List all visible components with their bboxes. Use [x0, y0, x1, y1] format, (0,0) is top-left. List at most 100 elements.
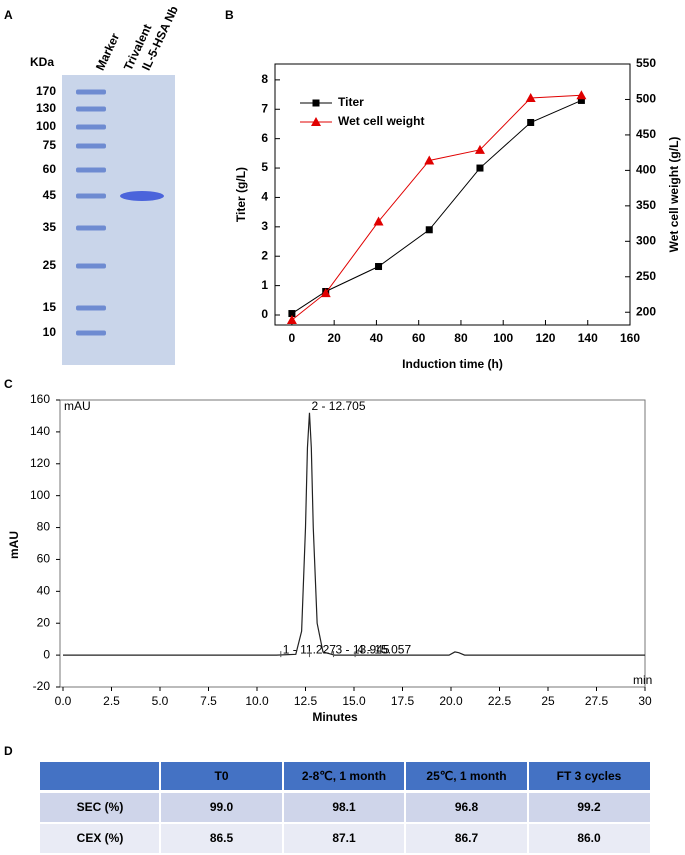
- x-tick-label: 40: [370, 331, 384, 345]
- table-cell: 86.7: [455, 831, 479, 845]
- series-line: [291, 94, 582, 321]
- x-tick-label: 12.5: [294, 694, 318, 708]
- marker-band: [76, 143, 106, 149]
- x-tick-label: 20: [327, 331, 341, 345]
- y-tick-label: 40: [37, 584, 51, 598]
- y-tick-label: 7: [261, 101, 268, 115]
- y2-tick-label: 400: [636, 163, 656, 177]
- plot-frame: [274, 63, 631, 326]
- x-tick-label: 120: [535, 331, 555, 345]
- point: [527, 118, 535, 126]
- marker-label: 130: [36, 101, 56, 115]
- peak-annotation: 3 - 13.945: [336, 642, 390, 656]
- x-tick-label: 7.5: [200, 694, 217, 708]
- x-tick-label: 140: [578, 331, 598, 345]
- x-tick-label: 22.5: [488, 694, 512, 708]
- y2-tick-label: 500: [636, 92, 656, 106]
- inner-unit: mAU: [64, 399, 91, 413]
- point: [286, 315, 297, 325]
- marker-band: [76, 89, 106, 95]
- y-tick-label: 2: [261, 248, 268, 262]
- marker-label: 100: [36, 119, 56, 133]
- marker-label: 35: [43, 220, 57, 234]
- chromatogram-line: [63, 412, 645, 656]
- marker-label: 15: [43, 300, 57, 314]
- y-tick-label: 0: [43, 647, 50, 661]
- marker-label: 60: [43, 162, 57, 176]
- inner-unit: min: [633, 673, 652, 687]
- y2-tick-label: 350: [636, 198, 656, 212]
- x-tick-label: 10.0: [245, 694, 269, 708]
- y-tick-label: 4: [261, 190, 268, 204]
- peak-annotation: 1 - 11.227: [283, 642, 336, 656]
- y2-tick-label: 550: [636, 56, 656, 70]
- x-tick-label: 100: [493, 331, 513, 345]
- x-tick-label: 80: [454, 331, 468, 345]
- marker-band: [76, 106, 106, 112]
- y-tick-label: 5: [261, 160, 268, 174]
- table-cell: 87.1: [332, 831, 356, 845]
- table-cell: 99.0: [210, 800, 234, 814]
- x-axis-title: Minutes: [312, 710, 358, 724]
- x-tick-label: 30: [638, 694, 652, 708]
- point: [424, 155, 435, 165]
- gel-unit-label: KDa: [30, 55, 54, 69]
- table-cell: 86.5: [210, 831, 234, 845]
- y-tick-label: 20: [37, 615, 51, 629]
- marker-label: 45: [43, 188, 57, 202]
- column-header: T0: [214, 769, 228, 783]
- y2-axis-title: Wet cell weight (g/L): [667, 137, 681, 253]
- peak-annotation: 2 - 12.705: [311, 399, 365, 413]
- table-row: [40, 824, 650, 853]
- table-cell: 96.8: [455, 800, 479, 814]
- x-tick-label: 160: [620, 331, 640, 345]
- y-axis-title: mAU: [7, 531, 21, 559]
- marker-band: [76, 167, 106, 173]
- peak-annotation: 4 - 15.057: [357, 642, 411, 656]
- panel-label: C: [4, 377, 13, 391]
- point: [576, 90, 587, 100]
- y2-tick-label: 300: [636, 233, 656, 247]
- legend-label: Titer: [338, 95, 364, 109]
- marker-label: 10: [43, 325, 57, 339]
- marker-band: [76, 124, 106, 130]
- lane-label: Marker: [93, 31, 122, 73]
- table-header: [40, 762, 650, 790]
- x-tick-label: 2.5: [103, 694, 120, 708]
- y-tick-label: 140: [30, 424, 50, 438]
- point: [373, 216, 384, 226]
- y-tick-label: 80: [37, 520, 51, 534]
- y2-tick-label: 250: [636, 269, 656, 283]
- marker-band: [76, 263, 106, 269]
- panel-label: B: [225, 8, 234, 22]
- point: [577, 96, 585, 104]
- point: [288, 310, 296, 318]
- y-tick-label: 3: [261, 219, 268, 233]
- legend-marker: [312, 99, 320, 107]
- table-cell: 99.2: [577, 800, 601, 814]
- y-tick-label: 120: [30, 456, 50, 470]
- x-axis-title: Induction time (h): [402, 357, 503, 371]
- legend-marker: [311, 117, 321, 126]
- y-tick-label: -20: [33, 679, 51, 693]
- table-cell: 98.1: [332, 800, 356, 814]
- point: [525, 93, 536, 103]
- y-tick-label: 60: [37, 552, 51, 566]
- marker-band: [76, 225, 106, 231]
- series-line: [291, 99, 582, 314]
- x-tick-label: 27.5: [585, 694, 609, 708]
- y-tick-label: 1: [261, 278, 268, 292]
- x-tick-label: 0: [289, 331, 296, 345]
- marker-label: 25: [43, 258, 57, 272]
- panel-label: D: [4, 744, 13, 758]
- x-tick-label: 60: [412, 331, 426, 345]
- y-tick-label: 0: [261, 307, 268, 321]
- gel: [62, 75, 175, 365]
- x-tick-label: 0.0: [55, 694, 72, 708]
- y-tick-label: 100: [30, 488, 50, 502]
- row-label: SEC (%): [77, 800, 124, 814]
- sample-band: [120, 191, 164, 201]
- plot-frame: [59, 399, 646, 688]
- x-tick-label: 25: [541, 694, 555, 708]
